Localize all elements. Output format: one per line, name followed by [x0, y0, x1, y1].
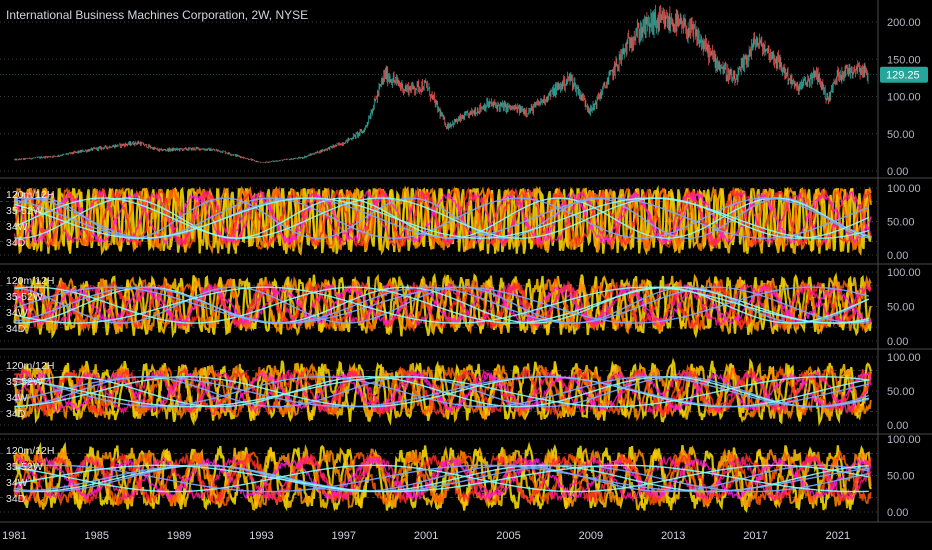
osc-slow-line — [14, 464, 869, 493]
price-axis-tick-label: 150.00 — [887, 54, 921, 66]
osc-slow-line — [14, 197, 869, 240]
osc-axis-tick-label: 0.00 — [887, 250, 908, 262]
osc-legend-item: 120m/12H — [6, 275, 54, 287]
osc-legend-item: 34W — [6, 307, 28, 319]
osc-legend-item: 34D — [6, 237, 26, 249]
osc-slow-line — [14, 197, 870, 239]
time-axis-tick-label: 2021 — [826, 530, 850, 542]
osc-axis-tick-label: 0.00 — [887, 507, 908, 519]
osc-axis-tick-label: 50.00 — [887, 302, 915, 314]
price-axis-tick-label: 200.00 — [887, 17, 921, 29]
osc-fast-line — [13, 363, 872, 419]
chart-title: International Business Machines Corporat… — [6, 8, 309, 22]
osc-legend-item: 35-52W — [6, 461, 43, 473]
osc-axis-tick-label: 100.00 — [887, 183, 921, 195]
time-axis-tick-label: 2017 — [743, 530, 767, 542]
osc-slow-line — [14, 286, 869, 324]
osc-fast-line — [13, 282, 872, 329]
osc-axis-tick-label: 100.00 — [887, 434, 921, 446]
osc-legend-item: 35-52W — [6, 376, 43, 388]
time-axis-tick-label: 1993 — [249, 530, 273, 542]
osc-axis-tick-label: 50.00 — [887, 217, 915, 229]
osc-legend-item: 120m/12H — [6, 189, 54, 201]
osc-legend-item: 35-52W — [6, 291, 43, 303]
osc-slow-line — [14, 197, 869, 239]
osc-axis-tick-label: 0.00 — [887, 420, 908, 432]
osc-fast-line — [14, 185, 872, 256]
osc-axis-tick-label: 50.00 — [887, 386, 915, 398]
osc-legend-item: 34D — [6, 408, 26, 420]
osc-legend-item: 34W — [6, 221, 28, 233]
last-price-label: 129.25 — [886, 70, 920, 82]
time-axis-tick-label: 1989 — [167, 530, 191, 542]
osc-fast-line — [13, 366, 872, 418]
osc-slow-line — [14, 286, 870, 324]
price-axis-tick-label: 0.00 — [887, 166, 908, 178]
time-axis-tick-label: 2013 — [661, 530, 685, 542]
time-axis-tick-label: 1985 — [85, 530, 109, 542]
osc-slow-line — [14, 375, 869, 408]
osc-fast-line — [13, 456, 872, 501]
osc-fast-line — [13, 191, 872, 246]
osc-fast-line — [13, 449, 872, 507]
time-axis-tick-label: 2005 — [496, 530, 520, 542]
osc-slow-line — [14, 375, 869, 408]
osc-axis-tick-label: 50.00 — [887, 471, 915, 483]
osc-slow-line — [14, 464, 869, 493]
osc-slow-line — [14, 286, 869, 324]
osc-fast-line — [13, 441, 872, 514]
price-axis-tick-label: 100.00 — [887, 92, 921, 104]
time-axis-tick-label: 2001 — [414, 530, 438, 542]
last-price-badge — [880, 66, 928, 83]
osc-axis-tick-label: 100.00 — [887, 267, 921, 279]
time-axis-tick-label: 2009 — [579, 530, 603, 542]
osc-slow-line — [14, 464, 869, 493]
osc-fast-line — [13, 284, 872, 327]
osc-slow-line — [14, 286, 869, 324]
osc-fast-line — [13, 454, 872, 503]
osc-legend-item: 120m/12H — [6, 445, 54, 457]
osc-legend-item: 120m/12H — [6, 360, 54, 372]
time-axis-tick-label: 1997 — [332, 530, 356, 542]
osc-legend-item: 34D — [6, 493, 26, 505]
osc-slow-line — [14, 464, 869, 493]
osc-legend-item: 35-52W — [6, 205, 43, 217]
osc-slow-line — [14, 376, 869, 408]
osc-legend-item: 34W — [6, 477, 28, 489]
osc-axis-tick-label: 100.00 — [887, 352, 921, 364]
osc-axis-tick-label: 0.00 — [887, 336, 908, 348]
time-axis-tick-label: 1981 — [2, 530, 26, 542]
osc-legend-item: 34W — [6, 392, 28, 404]
osc-legend-item: 34D — [6, 323, 26, 335]
osc-fast-line — [13, 274, 872, 335]
price-axis-tick-label: 50.00 — [887, 129, 915, 141]
